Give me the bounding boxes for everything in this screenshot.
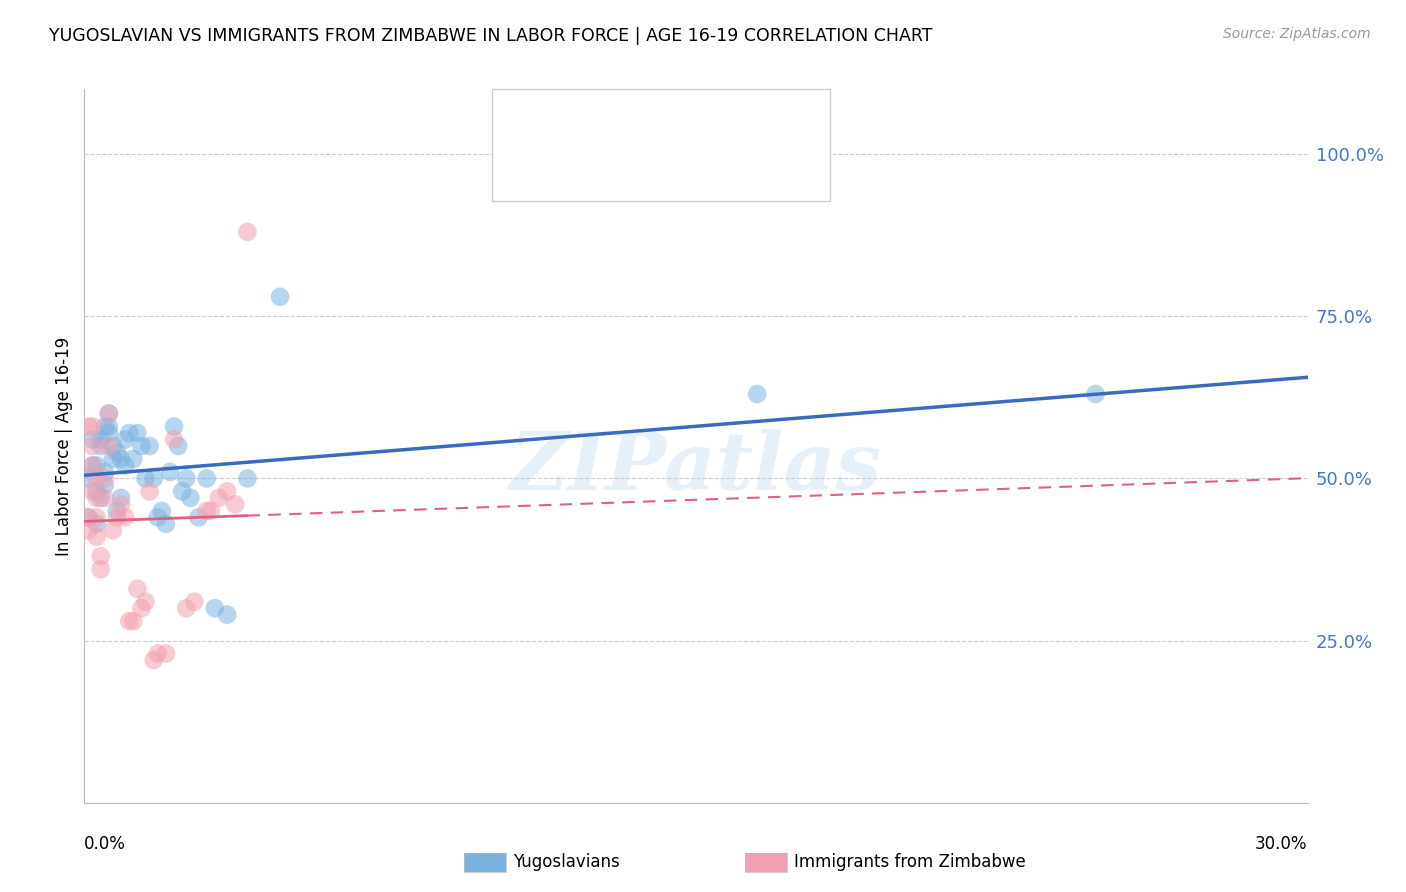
Point	[93, 471, 115, 485]
Point	[236, 225, 259, 239]
Point	[135, 471, 157, 485]
Point	[163, 419, 186, 434]
Text: 0.0%: 0.0%	[84, 835, 127, 853]
Point	[159, 465, 181, 479]
Point	[97, 439, 120, 453]
Point	[101, 452, 124, 467]
Point	[217, 484, 239, 499]
Point	[146, 647, 169, 661]
Point	[1084, 387, 1107, 401]
Point	[90, 562, 112, 576]
Point	[97, 425, 120, 440]
Point	[146, 510, 169, 524]
Point	[236, 471, 259, 485]
Point	[110, 452, 132, 467]
Point	[135, 595, 157, 609]
Point	[110, 497, 132, 511]
Point	[86, 516, 108, 531]
Point	[90, 439, 112, 453]
Point	[93, 419, 115, 434]
Point	[172, 484, 194, 499]
Point	[155, 647, 177, 661]
Point	[86, 530, 108, 544]
Point	[105, 504, 128, 518]
Point	[122, 452, 145, 467]
Point	[163, 433, 186, 447]
Point	[224, 497, 246, 511]
Text: YUGOSLAVIAN VS IMMIGRANTS FROM ZIMBABWE IN LABOR FORCE | AGE 16-19 CORRELATION C: YUGOSLAVIAN VS IMMIGRANTS FROM ZIMBABWE …	[49, 27, 932, 45]
Point	[167, 439, 190, 453]
Text: R = 0.069    N = 39: R = 0.069 N = 39	[567, 170, 773, 190]
Point	[114, 458, 136, 473]
Point	[82, 433, 104, 447]
Point	[142, 653, 165, 667]
Text: 30.0%: 30.0%	[1256, 835, 1308, 853]
Point	[93, 465, 115, 479]
Point	[93, 491, 115, 505]
Point	[82, 484, 104, 499]
Point	[174, 601, 197, 615]
Point	[82, 419, 104, 434]
Y-axis label: In Labor Force | Age 16-19: In Labor Force | Age 16-19	[55, 336, 73, 556]
Text: Immigrants from Zimbabwe: Immigrants from Zimbabwe	[794, 853, 1026, 871]
Point	[86, 458, 108, 473]
Point	[82, 458, 104, 473]
Point	[127, 425, 149, 440]
Point	[187, 510, 209, 524]
Point	[101, 439, 124, 453]
Point	[86, 484, 108, 499]
Text: Yugoslavians: Yugoslavians	[513, 853, 620, 871]
Point	[200, 504, 222, 518]
Point	[747, 387, 769, 401]
Point	[90, 433, 112, 447]
Point	[105, 510, 128, 524]
Point	[90, 491, 112, 505]
Point	[131, 601, 153, 615]
Point	[93, 478, 115, 492]
Point	[82, 439, 104, 453]
Point	[97, 407, 120, 421]
Point	[179, 491, 201, 505]
Point	[122, 614, 145, 628]
Point	[110, 491, 132, 505]
Point	[138, 484, 160, 499]
Point	[150, 504, 173, 518]
Point	[155, 516, 177, 531]
Point	[118, 425, 141, 440]
Point	[208, 491, 231, 505]
Point	[195, 471, 218, 485]
Point	[86, 471, 108, 485]
Point	[97, 407, 120, 421]
Text: ZIPatlas: ZIPatlas	[510, 429, 882, 506]
Point	[77, 419, 100, 434]
Point	[77, 471, 100, 485]
Point	[114, 510, 136, 524]
Point	[97, 419, 120, 434]
Point	[90, 549, 112, 564]
Point	[131, 439, 153, 453]
Point	[138, 439, 160, 453]
Point	[77, 510, 100, 524]
Point	[174, 471, 197, 485]
Point	[114, 433, 136, 447]
Point	[82, 458, 104, 473]
Point	[77, 524, 100, 538]
Point	[217, 607, 239, 622]
Text: R = 0.365    N = 48: R = 0.365 N = 48	[567, 122, 773, 141]
Point	[142, 471, 165, 485]
Point	[127, 582, 149, 596]
Point	[204, 601, 226, 615]
Point	[77, 510, 100, 524]
Point	[118, 614, 141, 628]
Point	[183, 595, 205, 609]
Point	[195, 504, 218, 518]
Point	[101, 524, 124, 538]
Point	[86, 510, 108, 524]
Point	[105, 445, 128, 459]
Point	[86, 491, 108, 505]
Text: Source: ZipAtlas.com: Source: ZipAtlas.com	[1223, 27, 1371, 41]
Point	[269, 290, 291, 304]
